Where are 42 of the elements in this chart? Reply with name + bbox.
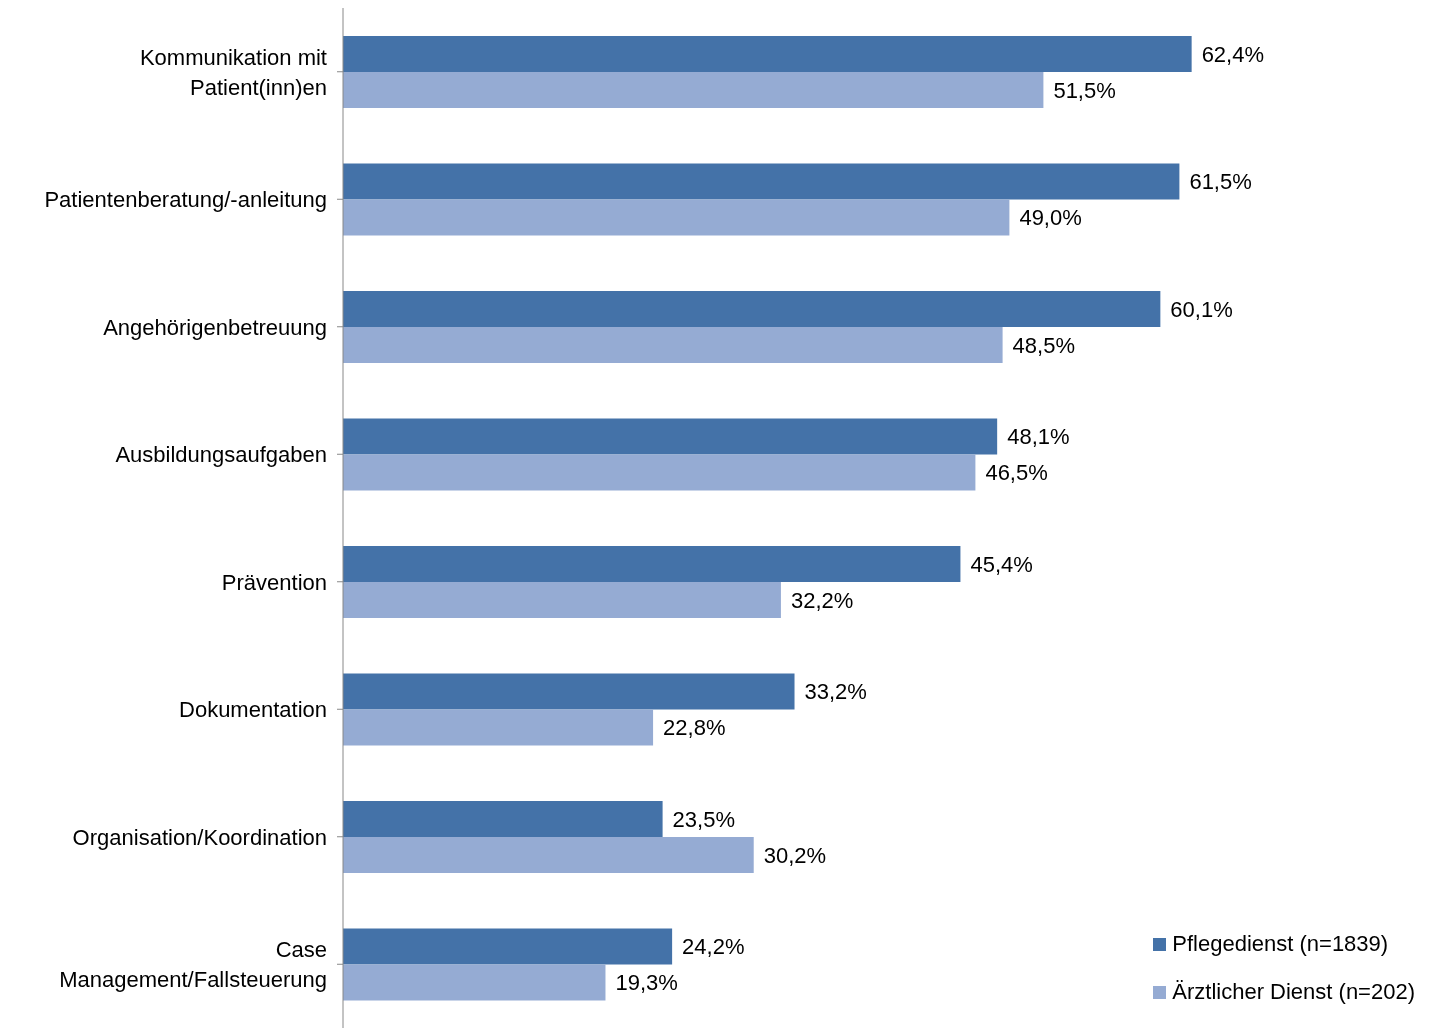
data-label: 48,1% [1007, 424, 1070, 450]
bar [343, 546, 961, 583]
data-label: 32,2% [790, 587, 854, 613]
data-label: 19,3% [615, 970, 678, 996]
bar [343, 928, 673, 965]
data-label: 24,2% [682, 934, 745, 960]
data-label: 61,5% [1189, 169, 1252, 195]
data-label: 49,0% [1019, 205, 1082, 231]
data-label: 30,2% [763, 842, 827, 868]
y-tick-label: Angehörigenbetreuung [103, 314, 327, 340]
bar [343, 801, 663, 838]
y-tick-label: Case Management/Fallsteuerung [59, 936, 327, 992]
y-tick-label: Dokumentation [179, 696, 327, 722]
data-label: 22,8% [663, 715, 726, 741]
data-label: 51,5% [1053, 77, 1116, 103]
bar [343, 673, 795, 710]
bar [343, 582, 781, 619]
y-tick-label: Prävention [221, 569, 327, 595]
data-label: 62,4% [1201, 41, 1265, 67]
legend-label: Ärztlicher Dienst (n=202) [1172, 978, 1415, 1006]
bar [343, 418, 998, 455]
bar [343, 327, 1003, 364]
bar [343, 964, 606, 1001]
legend-label: Pflegedienst (n=1839) [1172, 930, 1389, 958]
bar [343, 199, 1010, 236]
bar [343, 837, 754, 874]
y-tick-label: Patientenberatung/-anleitung [44, 186, 327, 212]
data-label: 60,1% [1170, 296, 1233, 322]
bar [343, 72, 1044, 109]
data-label: 45,4% [970, 551, 1033, 577]
y-tick-label: Kommunikation mit Patient(inn)en [139, 44, 327, 100]
data-label: 33,2% [804, 679, 867, 705]
y-tick-label: Ausbildungsaufgaben [115, 441, 327, 467]
bar [343, 36, 1192, 73]
data-label: 23,5% [672, 806, 735, 832]
y-tick-label: Organisation/Koordination [72, 824, 327, 850]
data-label: 48,5% [1012, 332, 1075, 358]
data-label: 46,5% [985, 460, 1048, 486]
bar [343, 709, 654, 746]
bar [343, 163, 1180, 200]
bar [343, 454, 976, 491]
bar [343, 291, 1161, 328]
